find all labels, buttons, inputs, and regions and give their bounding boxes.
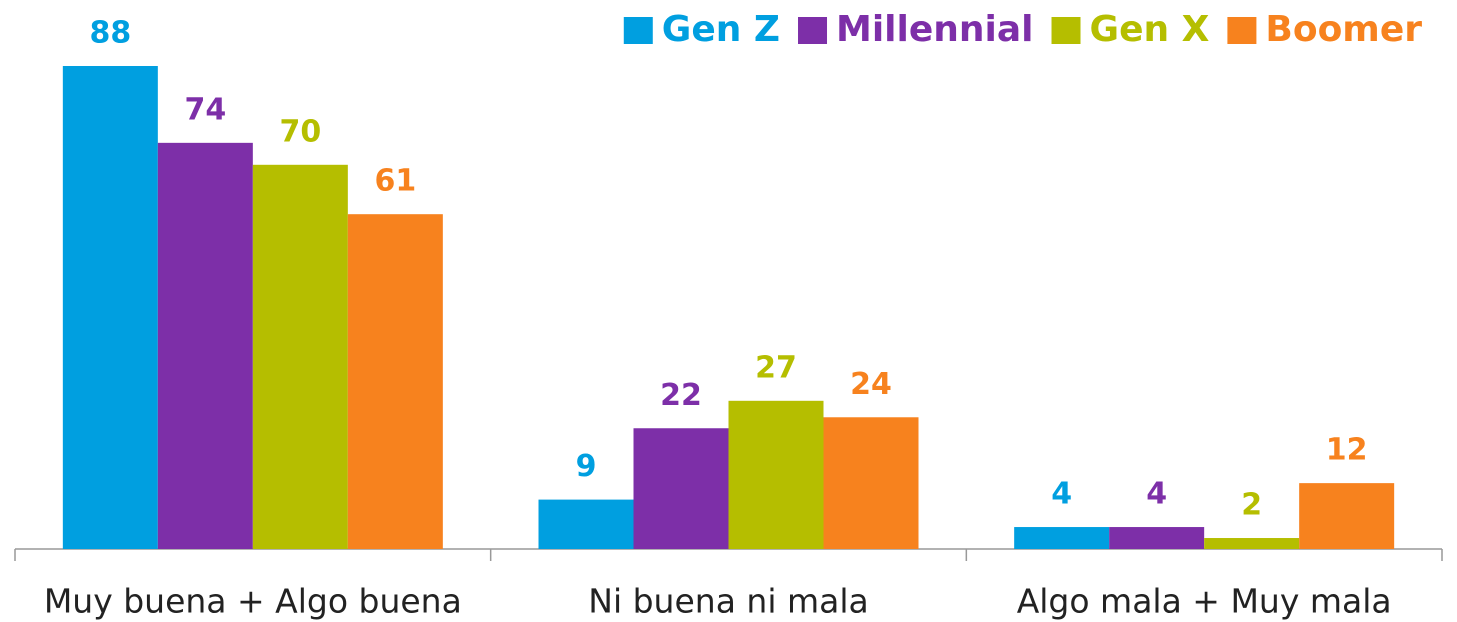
data-label: 61 (374, 164, 416, 199)
legend-swatch (798, 17, 828, 44)
legend-label: Gen X (1090, 9, 1210, 50)
x-tick-label: Muy buena + Algo buena (44, 582, 462, 621)
data-label: 4 (1051, 477, 1072, 512)
data-label: 4 (1146, 477, 1167, 512)
bar (157, 142, 253, 549)
bar (538, 499, 634, 549)
data-label: 12 (1326, 433, 1368, 468)
legend-label: Boomer (1265, 9, 1422, 50)
bar (1204, 538, 1300, 549)
bar (1109, 527, 1205, 549)
bar (728, 400, 824, 549)
bar (1014, 527, 1110, 549)
legend-label: Gen Z (662, 9, 780, 50)
x-tick-label: Ni buena ni mala (588, 582, 868, 621)
bar (1299, 483, 1395, 549)
data-label: 24 (850, 367, 892, 402)
bar (252, 164, 348, 549)
data-label: 88 (89, 16, 131, 51)
data-label: 2 (1241, 488, 1262, 523)
data-label: 70 (279, 114, 321, 149)
data-label: 27 (755, 350, 797, 385)
bar (62, 66, 158, 549)
data-label: 22 (660, 378, 702, 413)
data-label: 9 (576, 449, 597, 484)
data-label: 74 (184, 92, 226, 127)
bar (633, 428, 729, 549)
bar (823, 417, 919, 549)
legend-swatch (623, 17, 653, 44)
bar (347, 214, 443, 549)
legend-label: Millennial (836, 9, 1034, 50)
legend-swatch (1227, 17, 1257, 44)
legend-swatch (1051, 17, 1081, 44)
x-tick-label: Algo mala + Muy mala (1017, 582, 1392, 621)
